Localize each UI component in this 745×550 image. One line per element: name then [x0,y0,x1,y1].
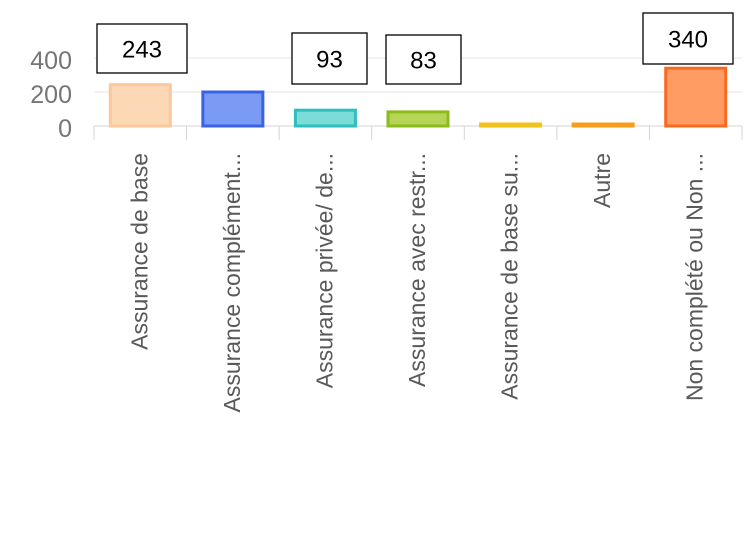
value-callout-label-3: 340 [668,27,708,54]
value-callout-1: 93 [291,32,368,85]
x-tick-label-1: Assurance complément... [219,153,245,413]
bar-6 [664,66,728,128]
x-tick-label-2: Assurance privée/ de... [311,153,337,388]
value-callout-box-2 [385,34,462,85]
value-callout-box-0 [96,23,188,74]
value-callout-label-0: 243 [122,37,162,64]
value-callout-label-2: 83 [410,48,437,75]
y-tick-label-1: 200 [30,81,72,109]
value-callout-2: 83 [385,34,462,85]
x-tick-label-4: Assurance de base su... [497,153,523,400]
y-axis: 0 200 400 [30,47,72,143]
value-callout-0: 243 [96,23,188,74]
x-tick-label-3: Assurance avec restr... [404,153,430,387]
bar-3 [386,110,450,128]
bar-4 [479,122,543,128]
y-tick-label-0: 0 [58,115,72,143]
value-callout-3: 340 [642,12,734,65]
value-callout-label-1: 93 [316,47,343,74]
bar-1 [201,90,265,128]
data-label-callouts: 243 93 83 340 [96,12,734,85]
x-axis: Assurance de base Assurance complément...… [126,153,707,413]
x-tick-label-6: Non complété ou Non ... [682,153,708,401]
value-callout-box-3 [642,12,734,65]
bar-0 [108,83,172,128]
bar-2 [293,108,357,128]
x-tick-label-5: Autre [589,153,615,208]
x-tick-label-0: Assurance de base [126,153,152,350]
bars [108,66,728,128]
value-callout-box-1 [291,32,368,85]
bar-5 [571,122,635,128]
y-tick-label-2: 400 [30,47,72,75]
